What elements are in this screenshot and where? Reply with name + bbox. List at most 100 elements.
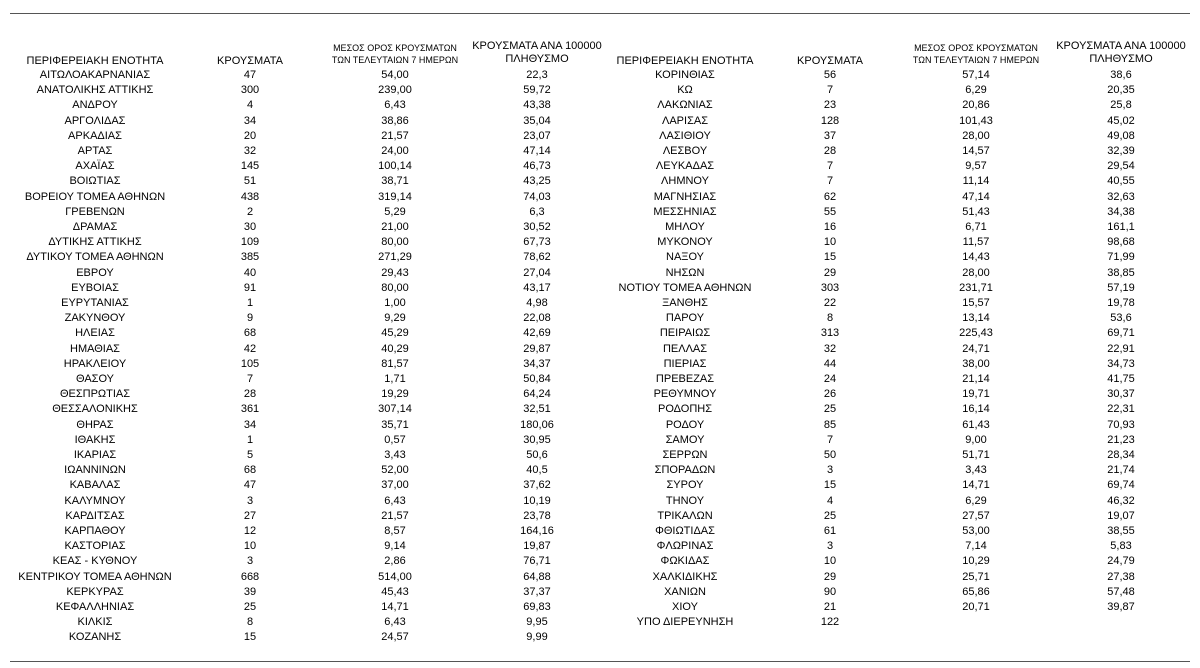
cell-value: 19,29 <box>381 388 409 401</box>
cell-value: 25,71 <box>962 570 990 583</box>
cell-value: 307,14 <box>378 403 412 416</box>
cell-value: 6,43 <box>384 494 406 507</box>
cell-value: 24,57 <box>381 631 409 644</box>
cell-value: 30,37 <box>1107 388 1135 401</box>
cell-value: 26 <box>823 388 837 401</box>
region-name: ΠΑΡΟΥ <box>665 312 705 325</box>
cell-value: 9,95 <box>526 616 548 629</box>
region-name: ΔΥΤΙΚΟΥ ΤΟΜΕΑ ΑΘΗΝΩΝ <box>26 251 164 264</box>
column-header: ΠΕΡΙΦΕΡΕΙΑΚΗ ΕΝΟΤΗΤΑ <box>616 55 754 67</box>
region-name: ΦΘΙΩΤΙΔΑΣ <box>655 525 715 537</box>
region-name: ΣΕΡΡΩΝ <box>662 449 708 461</box>
cell-value: 38,55 <box>1107 525 1135 537</box>
region-name: ΚΑΡΔΙΤΣΑΣ <box>65 509 125 522</box>
cell-value: 9,00 <box>965 433 987 446</box>
cell-value: 100,14 <box>378 160 412 173</box>
cell-value: 21,57 <box>381 509 409 522</box>
cell-value: 69,83 <box>523 601 551 613</box>
cell-value: 38,00 <box>962 357 990 370</box>
cell-value: 5,83 <box>1110 540 1132 553</box>
region-name: ΚΩ <box>677 84 693 97</box>
cell-value: 45,29 <box>381 327 409 340</box>
cell-value: 6,29 <box>965 494 987 507</box>
cell-value: 70,93 <box>1107 418 1135 431</box>
cell-value: 43,25 <box>523 175 551 188</box>
region-name: ΧΑΝΙΩΝ <box>664 585 706 598</box>
region-name: ΦΩΚΙΔΑΣ <box>660 555 710 568</box>
region-name: ΒΟΙΩΤΙΑΣ <box>69 175 121 188</box>
region-name: ΕΒΡΟΥ <box>76 266 114 279</box>
cell-value: 27,38 <box>1107 570 1135 583</box>
cell-value: 71,99 <box>1107 251 1135 264</box>
cell-value: 64,88 <box>523 570 551 583</box>
cell-value: 29,43 <box>381 266 409 279</box>
cell-value: 3 <box>826 464 834 477</box>
cell-value: 14,71 <box>381 601 409 613</box>
cell-value: 22,31 <box>1107 403 1135 416</box>
cell-value: 24 <box>823 373 837 385</box>
region-name: ΙΘΑΚΗΣ <box>74 433 116 446</box>
cell-value: 10 <box>243 540 257 553</box>
region-name: ΛΕΥΚΑΔΑΣ <box>655 160 715 173</box>
region-name: ΑΙΤΩΛΟΑΚΑΡΝΑΝΙΑΣ <box>39 69 151 81</box>
region-name: ΡΟΔΟΠΗΣ <box>657 403 713 416</box>
region-name: ΠΕΙΡΑΙΩΣ <box>659 327 711 340</box>
cell-value: 385 <box>240 251 260 264</box>
region-name: ΛΑΡΙΣΑΣ <box>661 114 709 127</box>
cell-value: 225,43 <box>959 327 993 340</box>
cell-value: 19,07 <box>1107 509 1135 522</box>
cell-value: 85 <box>823 418 837 431</box>
cell-value: 53,00 <box>962 525 990 537</box>
cell-value: 109 <box>240 236 260 249</box>
region-name: ΚΕΝΤΡΙΚΟΥ ΤΟΜΕΑ ΑΘΗΝΩΝ <box>18 570 172 583</box>
region-name: ΤΡΙΚΑΛΩΝ <box>657 509 713 522</box>
cell-value: 3 <box>246 494 254 507</box>
cell-value: 24,00 <box>381 145 409 157</box>
cell-value: 38,86 <box>381 114 409 127</box>
cell-value: 10 <box>823 236 837 249</box>
region-name: ΠΕΛΛΑΣ <box>662 342 708 355</box>
region-name: ΧΙΟΥ <box>672 601 698 613</box>
region-name: ΙΚΑΡΙΑΣ <box>73 449 117 461</box>
column-header: ΚΡΟΥΣΜΑΤΑ <box>217 55 283 67</box>
cell-value: 32,39 <box>1107 145 1135 157</box>
cell-value: 61,43 <box>962 418 990 431</box>
cell-value: 35,04 <box>523 114 551 127</box>
cell-value: 23 <box>823 99 837 112</box>
cell-value: 27,04 <box>523 266 551 279</box>
cell-value: 16 <box>823 221 837 233</box>
region-name: ΜΕΣΣΗΝΙΑΣ <box>653 205 717 218</box>
region-name: ΚΑΛΥΜΝΟΥ <box>64 494 126 507</box>
cell-value: 9,99 <box>526 631 548 644</box>
cell-value: 69,71 <box>1107 327 1135 340</box>
region-name: ΛΕΣΒΟΥ <box>662 145 708 157</box>
region-name: ΑΡΤΑΣ <box>77 145 113 157</box>
cell-value: 3 <box>246 555 254 568</box>
cell-value: 14,57 <box>962 145 990 157</box>
region-name: ΣΑΜΟΥ <box>665 433 705 446</box>
cell-value: 47,14 <box>523 145 551 157</box>
column-header: ΜΕΣΟΣ ΟΡΟΣ ΚΡΟΥΣΜΑΤΩΝ ΤΩΝ ΤΕΛΕΥΤΑΙΩΝ 7 Η… <box>912 43 1040 65</box>
cell-value: 53,6 <box>1110 312 1132 325</box>
cell-value: 8 <box>826 312 834 325</box>
region-name: ΔΥΤΙΚΗΣ ΑΤΤΙΚΗΣ <box>48 236 142 249</box>
cell-value: 32,63 <box>1107 190 1135 203</box>
cell-value: 47 <box>243 69 257 81</box>
cell-value: 22,91 <box>1107 342 1135 355</box>
region-name: ΑΡΓΟΛΙΔΑΣ <box>64 114 126 127</box>
cell-value: 38,71 <box>381 175 409 188</box>
cell-value: 1,71 <box>384 373 406 385</box>
cell-value: 76,71 <box>523 555 551 568</box>
region-name: ΣΥΡΟΥ <box>666 479 704 492</box>
cell-value: 74,03 <box>523 190 551 203</box>
cell-value: 40,55 <box>1107 175 1135 188</box>
cell-value: 164,16 <box>520 525 554 537</box>
cell-value: 5,29 <box>384 205 406 218</box>
cell-value: 8 <box>246 616 254 629</box>
cell-value: 38,85 <box>1107 266 1135 279</box>
region-name: ΘΕΣΠΡΩΤΙΑΣ <box>59 388 131 401</box>
cell-value: 39,87 <box>1107 601 1135 613</box>
cell-value: 43,17 <box>523 281 551 294</box>
cell-value: 45,02 <box>1107 114 1135 127</box>
region-name: ΚΕΑΣ - ΚΥΘΝΟΥ <box>52 555 138 568</box>
